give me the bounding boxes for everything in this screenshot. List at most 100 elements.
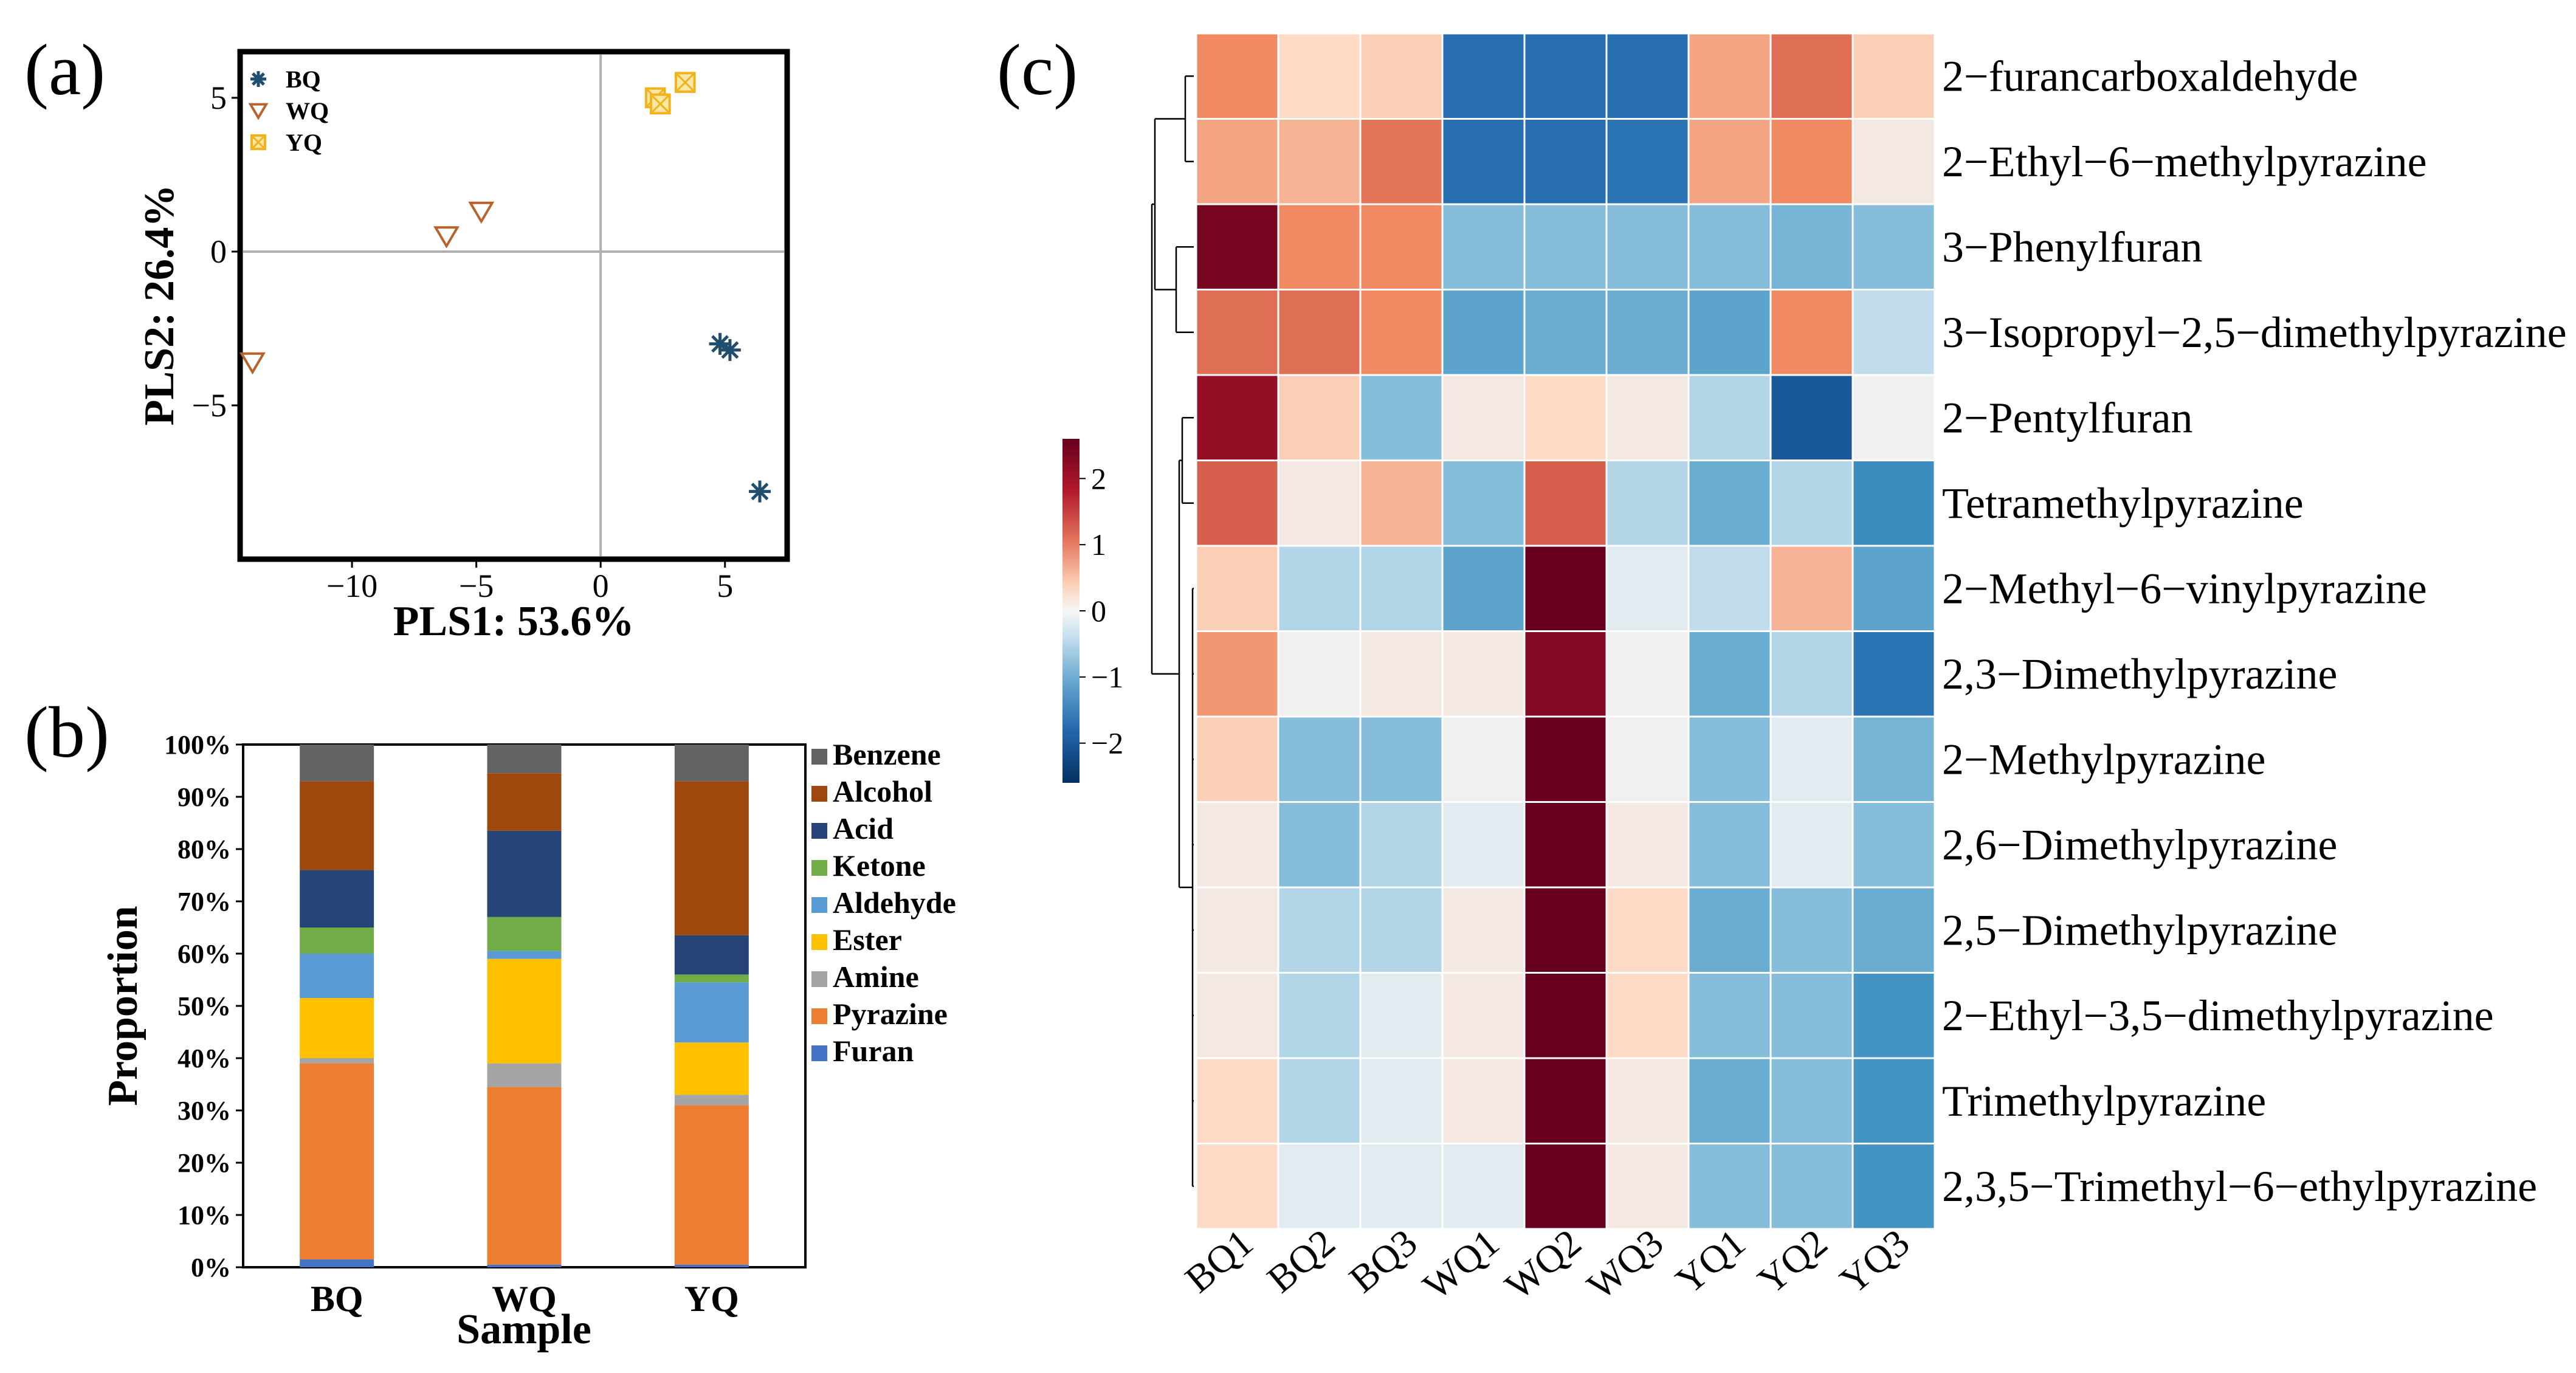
bar-segment-alcohol	[674, 781, 749, 935]
heatmap-cell	[1441, 1143, 1526, 1230]
heatmap-cell	[1441, 1057, 1526, 1144]
heatmap-cell	[1605, 886, 1690, 974]
bar-segments	[300, 745, 749, 1267]
heatmap-cell	[1523, 545, 1608, 632]
bar-segment-benzene	[300, 745, 374, 782]
heatmap-column-label: WQ3	[1579, 1220, 1672, 1307]
heatmap-cell	[1441, 545, 1526, 632]
heatmap-cell	[1195, 972, 1279, 1059]
heatmap-cell	[1195, 801, 1279, 889]
bar-segment-amine	[487, 1063, 562, 1087]
scatter-legend-marker-wq	[248, 103, 269, 120]
heatmap-cell	[1605, 1057, 1690, 1144]
heatmap-cell	[1687, 886, 1772, 974]
bar-legend-label-ester: Ester	[833, 923, 902, 957]
bar-y-tick-label: 40%	[177, 1044, 231, 1073]
heatmap-cell	[1277, 203, 1362, 291]
scatter-legend-marker-yq	[250, 134, 267, 151]
bar-legend-label-pyrazine: Pyrazine	[833, 997, 948, 1031]
heatmap-cell	[1687, 1143, 1772, 1230]
colorbar	[1062, 439, 1080, 783]
scatter-point-wq	[468, 201, 495, 224]
dendrogram-branch	[1175, 246, 1194, 333]
bar-y-tick-label: 50%	[177, 991, 231, 1021]
heatmap-row-label: 3−Isopropyl−2,5−dimethylpyrazine	[1942, 308, 2567, 357]
heatmap-cell	[1523, 886, 1608, 974]
heatmap-cell	[1277, 801, 1362, 889]
bar-y-tick-label: 90%	[177, 782, 231, 812]
heatmap-cell	[1359, 972, 1444, 1059]
heatmap-cell	[1359, 545, 1444, 632]
colorbar-tick-label: 0	[1091, 594, 1106, 628]
heatmap-cell	[1277, 972, 1362, 1059]
bar-y-tick-label: 10%	[177, 1200, 231, 1230]
colorbar-tick-label: 1	[1091, 528, 1106, 562]
bar-y-tick-label: 70%	[177, 887, 231, 917]
heatmap-cell	[1687, 289, 1772, 376]
heatmap-cell	[1769, 374, 1854, 461]
scatter-y-tick-label: 5	[210, 80, 227, 116]
bar-segment-ketone	[300, 927, 374, 954]
heatmap-row-label: 2−Pentylfuran	[1942, 393, 2193, 442]
heatmap-cell	[1359, 203, 1444, 291]
heatmap-cell	[1605, 801, 1690, 889]
panel-b-label: (b)	[24, 692, 109, 773]
bar-segment-alcohol	[487, 773, 562, 831]
bar-segment-benzene	[674, 745, 749, 782]
heatmap-cell	[1851, 630, 1936, 718]
heatmap-cell	[1605, 32, 1690, 120]
heatmap-column-label: BQ2	[1259, 1220, 1343, 1301]
scatter-y-label: PLS2: 26.4%	[136, 185, 183, 426]
bar-segment-pyrazine	[300, 1063, 374, 1260]
bar-segment-acid	[487, 830, 562, 917]
heatmap-cell	[1769, 545, 1854, 632]
scatter-point-wq	[239, 352, 266, 375]
heatmap-cell	[1195, 203, 1279, 291]
heatmap-cell	[1359, 801, 1444, 889]
heatmap-cell	[1687, 374, 1772, 461]
bar-category-label: BQ	[311, 1279, 363, 1319]
scatter-legend-marker-bq	[250, 71, 266, 87]
heatmap-column-label: BQ1	[1177, 1220, 1261, 1301]
bar-legend-swatch-furan	[811, 1045, 827, 1061]
heatmap-cell	[1277, 1143, 1362, 1230]
heatmap-cell	[1195, 32, 1279, 120]
dendrogram-branch	[1178, 459, 1186, 889]
heatmap-cell	[1851, 459, 1936, 547]
heatmap-cell	[1523, 801, 1608, 889]
bar-segment-amine	[300, 1058, 374, 1064]
heatmap-cell	[1851, 972, 1936, 1059]
dendrogram-branch	[1181, 417, 1194, 504]
heatmap-cell	[1523, 1057, 1608, 1144]
heatmap-cell	[1687, 203, 1772, 291]
heatmap-cell	[1687, 545, 1772, 632]
scatter-legend-label-bq: BQ	[286, 66, 321, 93]
heatmap-cell	[1441, 715, 1526, 803]
scatter-point-yq	[650, 93, 671, 115]
heatmap-cell	[1441, 630, 1526, 718]
bar-legend-swatch-ester	[811, 934, 827, 950]
heatmap-cell	[1687, 715, 1772, 803]
heatmap-cell	[1441, 203, 1526, 291]
heatmap-cell	[1359, 1143, 1444, 1230]
heatmap-row-label: 3−Phenylfuran	[1942, 222, 2203, 271]
bar-category-label: YQ	[684, 1279, 739, 1319]
scatter-plot: −10 −5 0 5 5 0 −5 BQ WQ YQ PLS1: 53.6% PLS2: 26…	[136, 49, 790, 645]
scatter-x-ticks: −10 −5 0 5	[326, 559, 733, 604]
heatmap-cell	[1195, 1057, 1279, 1144]
row-dendrogram	[1151, 75, 1194, 1187]
heatmap-cell	[1851, 715, 1936, 803]
heatmap-column-label: BQ3	[1341, 1220, 1425, 1301]
heatmap-cell	[1441, 32, 1526, 120]
heatmap-cell	[1523, 32, 1608, 120]
heatmap-row-labels: 2−furancarboxaldehyde 2−Ethyl−6−methylpyr…	[1942, 52, 2567, 1211]
heatmap-cell	[1277, 32, 1362, 120]
heatmap-cell	[1359, 1057, 1444, 1144]
heatmap-cell	[1687, 459, 1772, 547]
heatmap-row-label: 2,5−Dimethylpyrazine	[1942, 906, 2337, 954]
heatmap-cell	[1277, 886, 1362, 974]
scatter-legend-label-yq: YQ	[286, 129, 322, 156]
scatter-frame	[237, 49, 790, 562]
bar-y-tick-label: 0%	[191, 1253, 231, 1282]
